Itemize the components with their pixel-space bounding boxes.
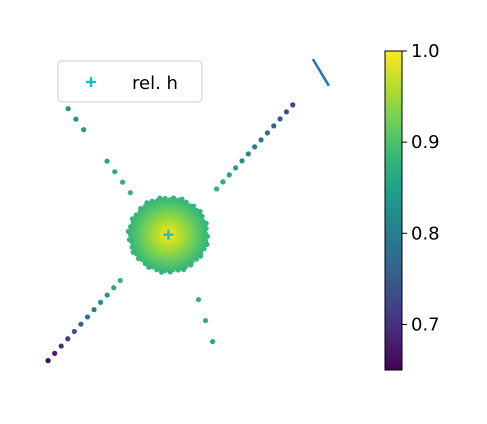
disk-point [153, 214, 159, 220]
arm-lower-right-point [202, 317, 209, 324]
disk-point [162, 195, 168, 202]
disk-point [199, 213, 205, 219]
disk-point [198, 253, 204, 259]
arm-upper-right-point [239, 158, 245, 164]
arm-lower-right-point [195, 296, 202, 303]
disk-point [149, 264, 156, 270]
disk-point [175, 267, 181, 273]
arm-upper-right-point [226, 172, 232, 178]
disk-point [188, 262, 194, 268]
disk-point [183, 199, 189, 205]
disk-point [133, 212, 139, 218]
disk-point [138, 205, 144, 211]
disk-point [146, 264, 152, 270]
disk-point [127, 224, 134, 230]
arm-lower-left-point [52, 350, 58, 356]
arm-upper-right-point [290, 102, 296, 108]
arm-lower-left-point [71, 328, 77, 335]
disk-point [187, 203, 193, 209]
disk-point [129, 244, 135, 250]
arm-lower-left-point [45, 358, 51, 364]
disk-point [204, 233, 211, 239]
disk-point [125, 228, 132, 235]
colorbar: 0.7 0.8 0.9 1.0 [384, 41, 440, 371]
disk-point [183, 203, 189, 209]
line-segment [311, 58, 330, 87]
colorbar-tick-label-3: 1.0 [411, 41, 440, 62]
colorbar-tick-label-0: 0.7 [411, 314, 440, 335]
colorbar-frame [384, 50, 403, 371]
arm-upper-right-point [213, 186, 220, 192]
arm-upper-right-point [283, 109, 290, 115]
arm-upper-right-point [252, 144, 258, 150]
legend-plus-icon [86, 77, 96, 87]
arm-lower-left-point [111, 285, 117, 291]
disk-point [142, 260, 148, 267]
colorbar-tick-labels: 0.7 0.8 0.9 1.0 [411, 41, 440, 335]
arm-upper-right-point [277, 116, 283, 122]
arm-upper-right-point [258, 137, 264, 143]
legend-frame [57, 60, 203, 103]
colorbar-tick-label-2: 0.9 [411, 132, 440, 153]
disk-point [126, 236, 133, 243]
colorbar-ticks [402, 50, 407, 325]
arm-upper-right-point [264, 130, 270, 136]
arm-upper-right-point [271, 123, 277, 129]
arm-lower-left-point [78, 321, 84, 327]
arm-lower-left-point [65, 336, 71, 342]
disk-point [146, 260, 152, 267]
disk-point [167, 269, 173, 275]
legend-label-rel-h: rel. h [132, 73, 178, 94]
disk-point [130, 249, 136, 255]
arm-upper-right-point [245, 151, 251, 157]
disk-point [144, 200, 150, 206]
disk-point [203, 225, 209, 232]
disk-point [149, 198, 155, 204]
arm-lower-right-point [209, 338, 216, 345]
arm-lower-left-point [104, 292, 110, 298]
arm-upper-left-point [127, 190, 133, 196]
disk-point [170, 195, 177, 201]
disk-point [181, 266, 187, 273]
arm-upper-left-point [73, 116, 79, 122]
disk-point [198, 249, 204, 256]
disk-point [157, 195, 163, 201]
legend-marker-icon [86, 77, 96, 87]
disk-point [204, 241, 210, 248]
marker-layer [163, 229, 174, 240]
arm-upper-left-point [81, 127, 87, 133]
disk-point [193, 256, 200, 262]
colorbar-tick-label-1: 0.8 [411, 223, 440, 244]
disk-point [203, 220, 209, 226]
disk-point [177, 247, 183, 253]
legend: rel. h [57, 60, 203, 103]
disk-point [201, 246, 207, 252]
arm-upper-right-point [220, 179, 226, 185]
disk-point [146, 256, 153, 263]
line-segment-layer [311, 58, 330, 87]
disk-point [191, 203, 197, 209]
disk-point [154, 267, 160, 273]
arm-upper-left-point [112, 169, 118, 175]
arm-upper-right-point [233, 165, 239, 171]
arm-upper-left-point [104, 158, 110, 164]
rel-h-marker [163, 229, 174, 240]
arm-upper-left-point [119, 179, 126, 185]
arm-upper-left-point [65, 106, 71, 112]
arm-lower-left-point [117, 277, 123, 284]
colorbar-fill [385, 51, 402, 370]
arm-lower-left-point [58, 343, 64, 349]
disk-point [197, 208, 203, 215]
disk-point [158, 269, 165, 275]
scatter-points [45, 102, 296, 364]
disk-point [129, 216, 136, 222]
disk-point [179, 196, 185, 202]
arm-lower-left-point [84, 314, 91, 320]
arm-lower-left-point [97, 299, 104, 305]
disk-point [135, 255, 142, 262]
arm-lower-left-point [91, 307, 97, 313]
